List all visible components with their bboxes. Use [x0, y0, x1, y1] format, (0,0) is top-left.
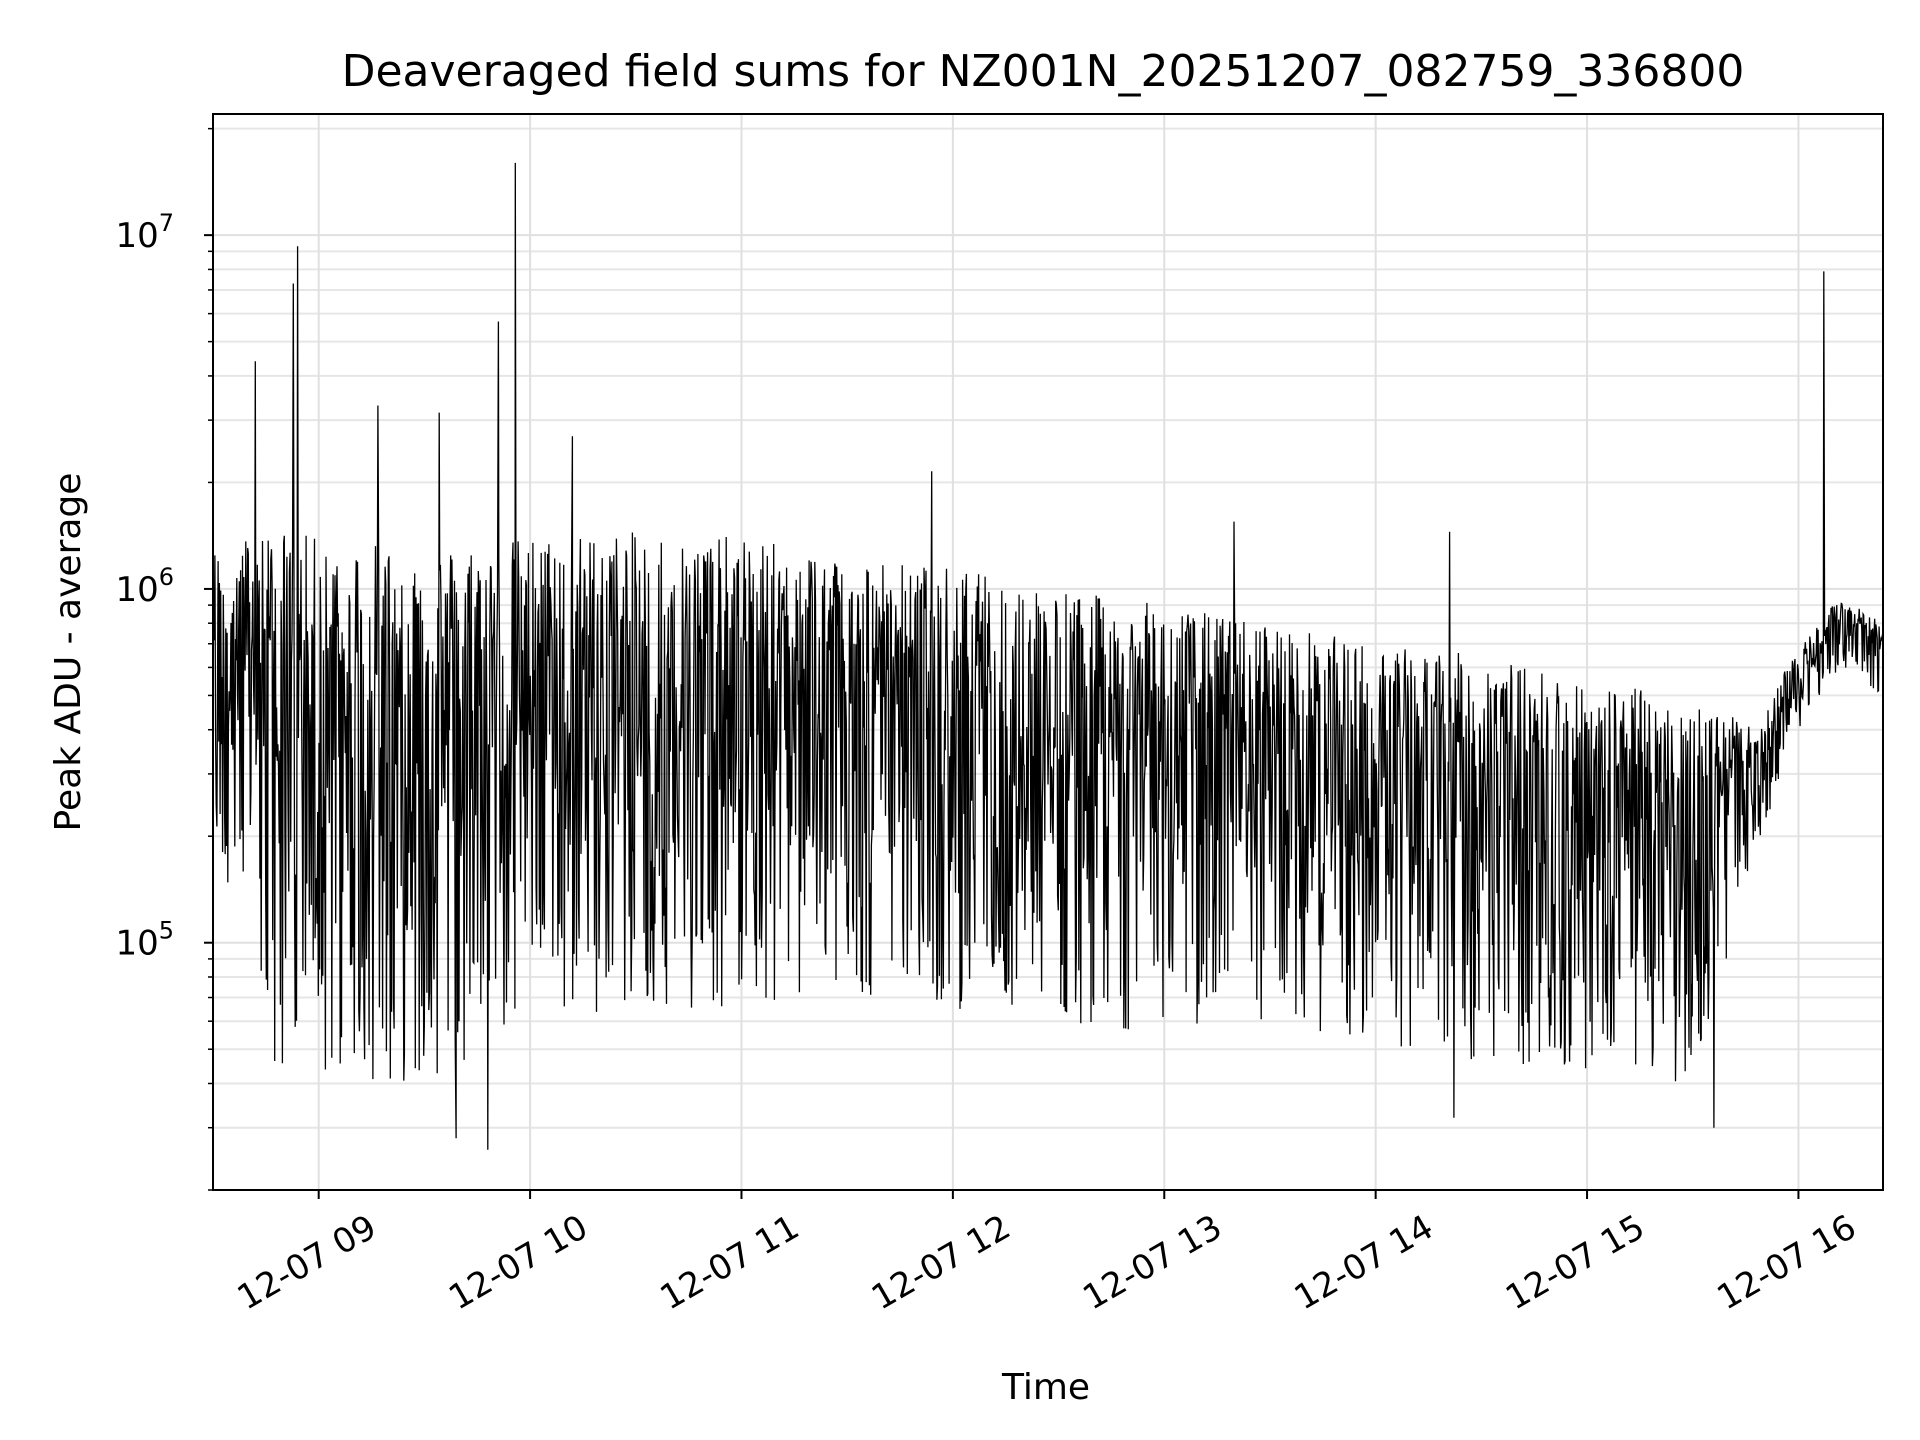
series-line	[213, 162, 1883, 1150]
y-tick-label: 107	[115, 209, 174, 256]
y-axis-label: Peak ADU - average	[48, 473, 89, 832]
chart-title: Deaveraged field sums for NZ001N_2025120…	[342, 46, 1745, 97]
y-tick-label: 105	[115, 917, 174, 964]
y-tick-label: 106	[115, 563, 174, 610]
y-axis: 105 106 107	[115, 127, 213, 1191]
plot-area	[213, 162, 1883, 1150]
axes-frame	[212, 113, 1884, 1191]
x-axis-label: Time	[1001, 1367, 1090, 1408]
